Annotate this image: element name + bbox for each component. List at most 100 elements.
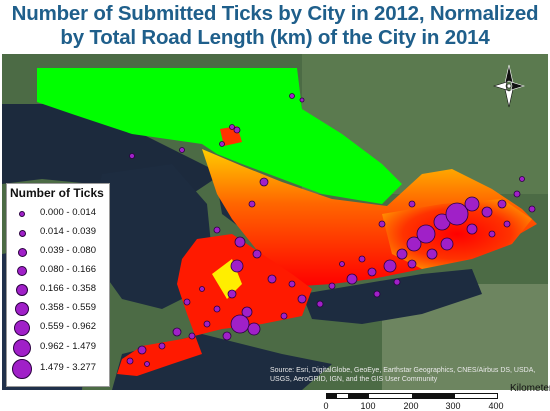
city-symbol[interactable] xyxy=(481,206,493,218)
legend-label: 0.358 - 0.559 xyxy=(40,302,96,313)
city-symbol[interactable] xyxy=(203,320,211,328)
city-symbol[interactable] xyxy=(229,124,235,130)
city-symbol[interactable] xyxy=(383,259,397,273)
legend-label: 0.962 - 1.479 xyxy=(40,341,96,352)
attribution-text: Source: Esri, DigitalGlobe, GeoEye, Eart… xyxy=(270,367,536,383)
city-symbol[interactable] xyxy=(222,331,232,341)
scale-tick-label: 100 xyxy=(360,401,376,411)
city-symbol[interactable] xyxy=(288,280,296,288)
city-symbol[interactable] xyxy=(316,300,324,308)
city-symbol[interactable] xyxy=(367,267,377,277)
legend-label: 1.479 - 3.277 xyxy=(40,362,96,373)
legend-label: 0.014 - 0.039 xyxy=(40,226,96,237)
map-title-line1: Number of Submitted Ticks by City in 201… xyxy=(11,2,539,25)
city-symbol[interactable] xyxy=(299,97,305,103)
legend-symbol xyxy=(17,247,27,257)
scale-tick-label: 0 xyxy=(323,401,329,411)
high-density-east xyxy=(382,199,532,269)
legend-symbol xyxy=(13,339,31,357)
city-symbol[interactable] xyxy=(234,236,246,248)
map-panel[interactable] xyxy=(2,54,548,390)
legend-symbol xyxy=(17,266,27,276)
legend: Number of Ticks 0.000 - 0.014 0.014 - 0.0… xyxy=(6,183,110,387)
high-density-peninsula xyxy=(117,234,312,376)
city-symbol[interactable] xyxy=(213,226,221,234)
scale-bar-graphic xyxy=(326,393,498,399)
city-symbol[interactable] xyxy=(393,278,401,286)
city-symbol[interactable] xyxy=(488,230,496,238)
city-symbol[interactable] xyxy=(339,261,345,267)
scale-tick-label: 400 xyxy=(488,401,504,411)
city-symbol[interactable] xyxy=(503,220,511,228)
legend-row: 0.000 - 0.014 xyxy=(7,203,109,223)
legend-label: 0.166 - 0.358 xyxy=(40,283,96,294)
city-symbol[interactable] xyxy=(426,248,438,260)
legend-symbol xyxy=(16,284,28,296)
city-symbol[interactable] xyxy=(528,205,536,213)
city-symbol[interactable] xyxy=(183,298,191,306)
city-symbol[interactable] xyxy=(416,224,436,244)
city-symbol[interactable] xyxy=(497,199,507,209)
scale-segment xyxy=(348,394,369,398)
north-arrow-icon xyxy=(492,61,526,111)
city-symbol[interactable] xyxy=(137,345,147,355)
legend-symbol xyxy=(15,302,29,316)
legend-label: 0.000 - 0.014 xyxy=(40,207,96,218)
legend-row: 0.166 - 0.358 xyxy=(7,279,109,299)
low-density-region xyxy=(37,68,402,204)
city-symbol[interactable] xyxy=(328,282,336,290)
city-symbol[interactable] xyxy=(267,274,277,284)
legend-row: 0.559 - 0.962 xyxy=(7,317,109,337)
city-symbol[interactable] xyxy=(144,361,150,367)
city-symbol[interactable] xyxy=(373,290,381,298)
city-symbol[interactable] xyxy=(519,176,525,182)
city-symbol[interactable] xyxy=(241,306,253,318)
map-title-line2: by Total Road Length (km) of the City in… xyxy=(60,26,490,49)
city-symbol[interactable] xyxy=(396,248,408,260)
scale-bar: Kilometers 0 100 200 300 400 xyxy=(320,380,550,411)
city-symbol[interactable] xyxy=(188,332,196,340)
scale-tick-label: 200 xyxy=(403,401,419,411)
scale-segment xyxy=(412,394,455,398)
city-symbol[interactable] xyxy=(407,259,417,269)
city-symbol[interactable] xyxy=(233,126,241,134)
city-symbol[interactable] xyxy=(219,141,225,147)
city-symbol[interactable] xyxy=(129,153,135,159)
city-symbol[interactable] xyxy=(230,314,250,334)
city-symbol[interactable] xyxy=(378,220,386,228)
city-symbol[interactable] xyxy=(440,237,454,251)
city-symbol[interactable] xyxy=(230,259,244,273)
city-symbol[interactable] xyxy=(248,200,256,208)
city-symbol[interactable] xyxy=(172,327,182,337)
map-svg xyxy=(2,54,548,390)
legend-row: 0.358 - 0.559 xyxy=(7,298,109,318)
city-symbol[interactable] xyxy=(408,200,416,208)
legend-label: 0.039 - 0.080 xyxy=(40,245,96,256)
city-symbol[interactable] xyxy=(297,294,307,304)
city-symbol[interactable] xyxy=(280,312,288,320)
city-symbol[interactable] xyxy=(259,177,269,187)
city-symbol[interactable] xyxy=(466,223,478,235)
legend-symbol xyxy=(18,229,26,237)
city-symbol[interactable] xyxy=(199,286,205,292)
city-symbol[interactable] xyxy=(213,305,221,313)
city-symbol[interactable] xyxy=(346,273,358,285)
legend-row: 0.962 - 1.479 xyxy=(7,337,109,357)
city-symbol[interactable] xyxy=(247,322,261,336)
scale-segment xyxy=(327,394,337,398)
legend-label: 0.559 - 0.962 xyxy=(40,321,96,332)
city-symbol[interactable] xyxy=(126,357,134,365)
city-symbol[interactable] xyxy=(158,342,166,350)
city-symbol[interactable] xyxy=(445,202,469,226)
city-symbol[interactable] xyxy=(464,196,480,212)
scale-unit-label: Kilometers xyxy=(510,383,550,394)
city-symbol[interactable] xyxy=(179,147,185,153)
city-symbol[interactable] xyxy=(289,93,295,99)
legend-row: 0.039 - 0.080 xyxy=(7,241,109,261)
city-symbol[interactable] xyxy=(252,249,262,259)
city-symbol[interactable] xyxy=(227,289,237,299)
city-symbol[interactable] xyxy=(513,190,521,198)
legend-row: 1.479 - 3.277 xyxy=(7,358,109,379)
city-symbol[interactable] xyxy=(358,255,366,263)
city-symbol[interactable] xyxy=(406,236,422,252)
